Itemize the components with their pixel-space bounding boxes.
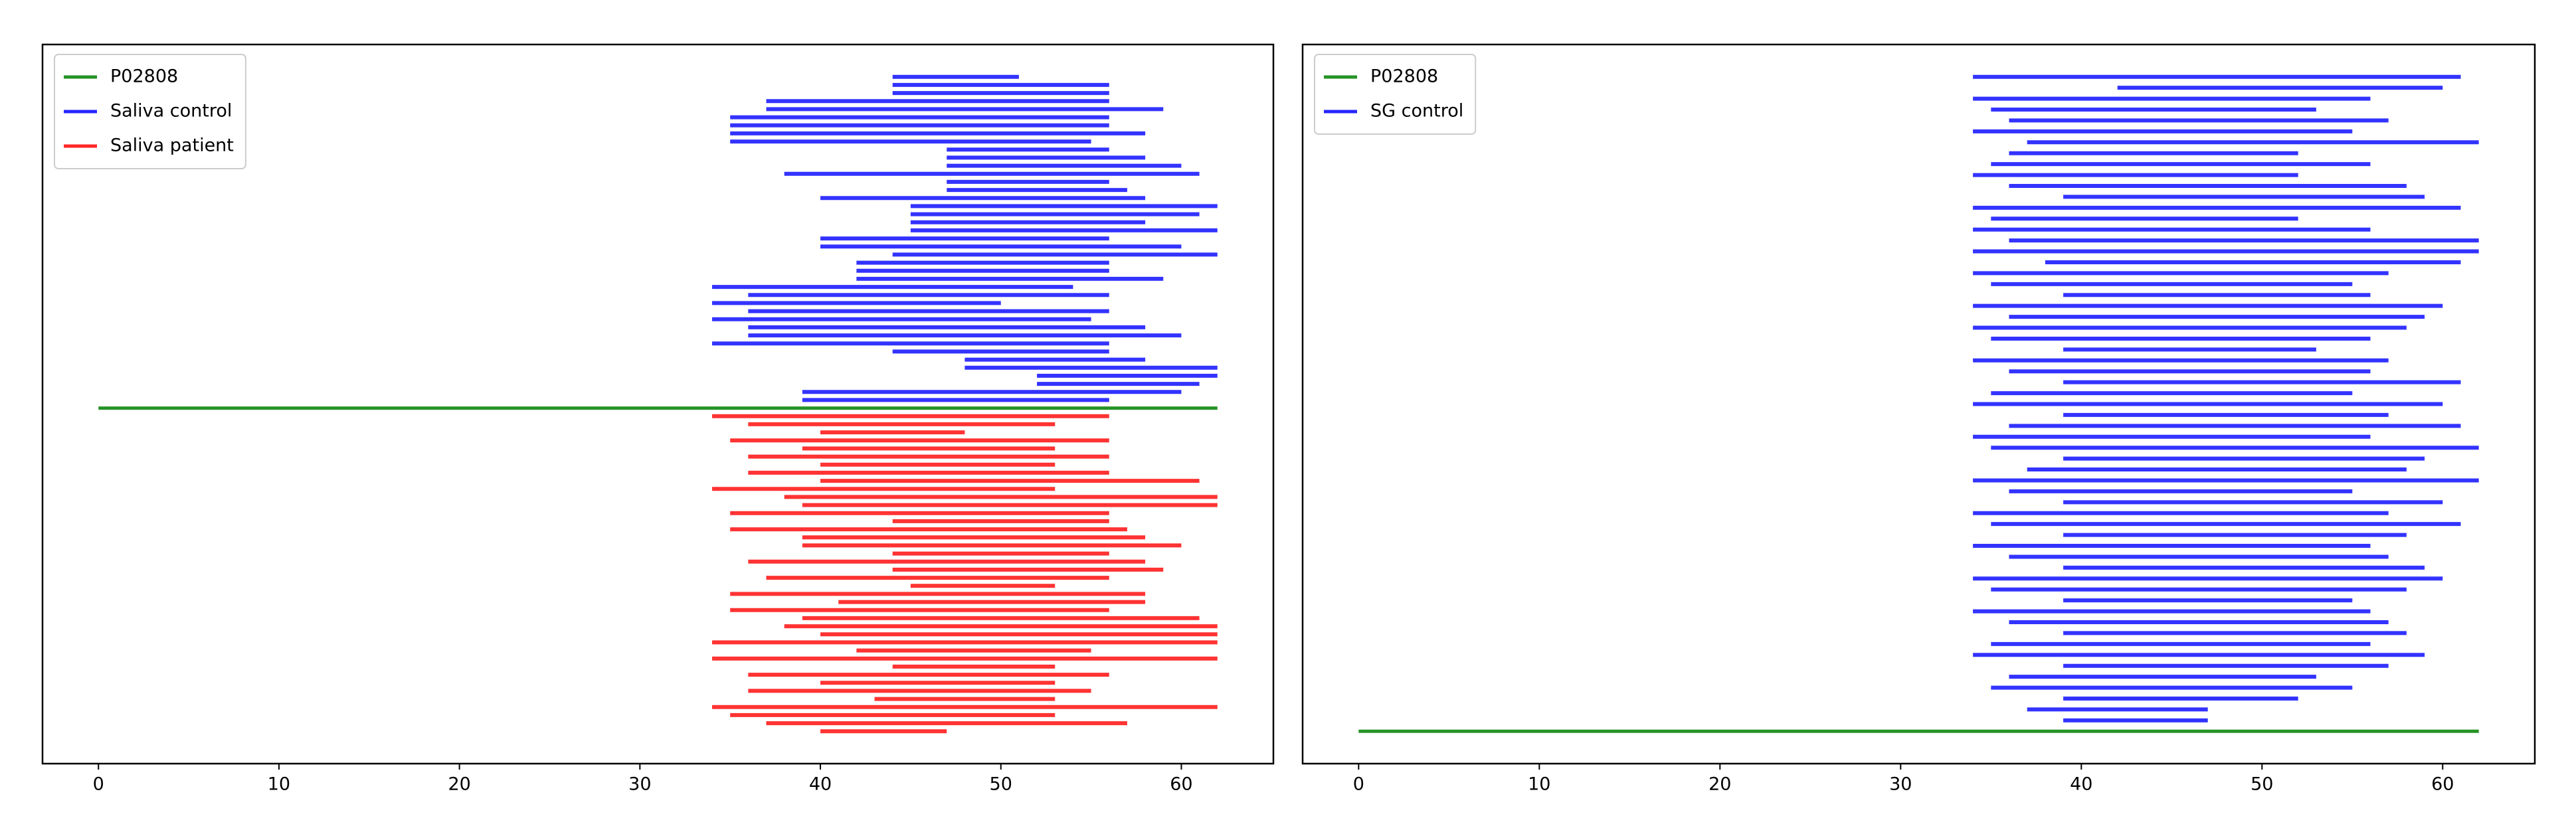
x-tick-label: 30 [628,774,651,795]
axes-frame [41,43,1275,765]
legend-label: P02808 [1370,66,1438,87]
x-tick-label: 10 [1528,774,1550,795]
x-tick-label: 10 [268,774,290,795]
x-tick-label: 0 [1353,774,1364,795]
legend-box [54,54,246,169]
x-tick-label: 50 [990,774,1012,795]
x-tick-label: 60 [1170,774,1192,795]
legend-label: Saliva patient [110,135,234,156]
x-tick-label: 40 [2070,774,2092,795]
x-tick-label: 20 [448,774,470,795]
legend-label: Saliva control [110,101,232,122]
axes-frame [1301,43,2536,765]
x-tick-label: 50 [2251,774,2273,795]
x-tick-label: 0 [93,774,104,795]
x-tick-label: 20 [1708,774,1731,795]
legend-label: SG control [1370,101,1463,122]
legend-box [1314,54,1477,135]
x-tick-label: 30 [1889,774,1912,795]
x-tick-label: 60 [2431,774,2454,795]
x-tick-label: 40 [809,774,832,795]
legend-label: P02808 [110,66,178,87]
